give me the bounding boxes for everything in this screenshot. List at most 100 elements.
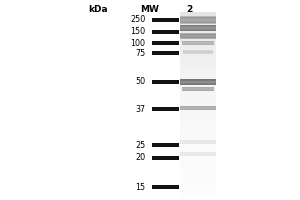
Bar [180,51,216,53]
Bar [180,35,216,37]
Bar [180,58,216,60]
Bar [180,128,216,130]
Bar [180,163,216,165]
Bar [180,35,216,37]
Bar [182,87,214,91]
Bar [180,27,216,29]
Text: MW: MW [141,4,159,14]
Bar [183,51,213,53]
Bar [183,51,213,53]
Bar [152,51,178,55]
Bar [180,80,216,84]
Bar [180,154,216,156]
Bar [180,68,216,70]
Bar [180,106,216,110]
Bar [180,78,216,80]
Bar [180,17,216,23]
Bar [180,33,216,35]
Bar [180,167,216,170]
Bar [180,106,216,110]
Bar [180,98,216,100]
Bar [152,143,178,147]
Bar [152,80,178,84]
Bar [180,27,216,29]
Bar [182,41,214,45]
Bar [180,76,216,78]
Bar [180,29,216,31]
Bar [180,165,216,167]
Bar [180,34,216,38]
Bar [180,53,216,55]
Bar [182,41,214,45]
Bar [180,80,216,84]
Bar [180,14,216,16]
Text: 37: 37 [135,104,146,114]
Bar [180,107,216,109]
Text: 2: 2 [186,4,192,14]
Bar [180,31,216,33]
Bar [180,26,216,30]
Bar [180,130,216,132]
Text: 150: 150 [130,27,146,36]
Bar [180,106,216,110]
Bar [180,189,216,192]
Bar [183,51,213,53]
Bar [180,86,216,88]
Bar [180,118,216,120]
Bar [182,88,214,90]
Bar [182,42,214,44]
Bar [180,49,216,51]
Bar [180,34,216,38]
Bar [183,51,213,53]
Text: 50: 50 [135,77,146,86]
Bar [180,107,216,109]
Bar [180,102,216,104]
Bar [183,50,213,54]
Bar [180,81,216,83]
Bar [180,60,216,62]
Text: 75: 75 [135,48,146,58]
Bar [180,27,216,29]
Bar [180,81,216,83]
Bar [180,39,216,41]
Bar [180,47,216,49]
Bar [180,126,216,128]
Bar [180,72,216,74]
Bar [180,43,216,45]
Bar [180,80,216,82]
Bar [182,88,214,90]
Bar [152,41,178,45]
Bar [152,156,178,160]
Bar [182,87,214,91]
Bar [180,26,216,30]
Bar [180,24,216,26]
Bar [180,88,216,90]
Bar [180,192,216,194]
Bar [180,161,216,163]
Bar [180,122,216,124]
Bar [180,112,216,114]
Bar [180,35,216,37]
Bar [180,140,216,144]
Bar [180,94,216,96]
Bar [180,25,216,31]
Bar [180,26,216,27]
Bar [180,150,216,152]
Bar [180,20,216,22]
Bar [180,139,216,141]
Bar [180,141,216,143]
Text: 25: 25 [135,140,146,149]
Bar [182,42,214,44]
Bar [180,12,216,14]
Bar [180,92,216,94]
Bar [180,70,216,72]
Bar [180,64,216,66]
Bar [180,134,216,137]
Bar [152,30,178,34]
Bar [180,56,216,58]
Bar [182,42,214,44]
Bar [180,18,216,22]
Bar [180,26,216,30]
Bar [180,174,216,176]
Bar [182,42,214,44]
